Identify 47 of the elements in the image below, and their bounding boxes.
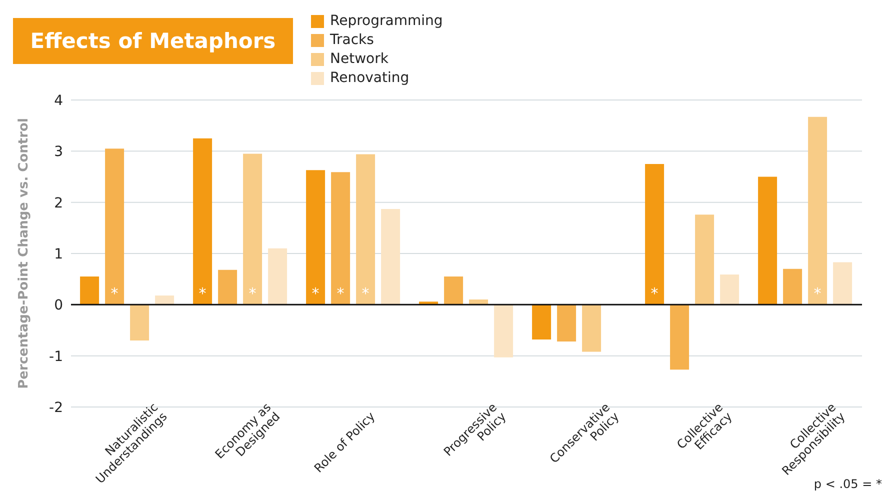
bar (218, 270, 238, 305)
bar (306, 170, 326, 305)
chart-title: Effects of Metaphors (13, 18, 293, 64)
data-label: * (110, 284, 119, 303)
bar (331, 172, 350, 305)
bar (381, 208, 400, 305)
bar (808, 116, 828, 305)
legend-label: Network (330, 50, 388, 69)
bar (155, 295, 174, 305)
bar (758, 176, 778, 305)
bar (80, 276, 100, 305)
data-label: * (362, 284, 370, 303)
y-tick-label: -2 (49, 400, 63, 416)
y-tick-label: 4 (54, 92, 64, 109)
bar (268, 248, 288, 305)
bar (105, 148, 124, 305)
data-label: * (814, 284, 822, 303)
y-tick-label: 0 (54, 298, 63, 314)
bar (670, 304, 690, 370)
data-label: * (650, 284, 659, 303)
bar (582, 304, 602, 352)
bar (695, 214, 714, 305)
data-label: * (312, 284, 320, 303)
y-tick-label: 1 (54, 246, 63, 262)
data-label: * (248, 284, 257, 303)
bar (833, 262, 852, 305)
bar (557, 304, 576, 342)
bar (783, 268, 802, 305)
legend-label: Renovating (330, 69, 410, 88)
y-tick-label: -1 (49, 348, 63, 365)
data-label: * (336, 284, 345, 303)
y-tick-label: 2 (54, 195, 63, 212)
legend-label: Reprogramming (330, 12, 443, 31)
bar (532, 304, 552, 340)
bar (444, 276, 464, 305)
bar (356, 154, 376, 305)
data-label: * (198, 284, 207, 303)
bar (243, 154, 262, 305)
text: p < .05 = * (814, 477, 882, 491)
y-axis-title: Percentage-Point Change vs. Control (16, 118, 32, 389)
bar (193, 138, 212, 305)
bar (645, 164, 664, 305)
bar (720, 274, 740, 305)
bar (494, 304, 514, 358)
bar (130, 304, 150, 340)
legend-label: Tracks (330, 31, 374, 50)
y-tick-label: 3 (54, 144, 63, 160)
